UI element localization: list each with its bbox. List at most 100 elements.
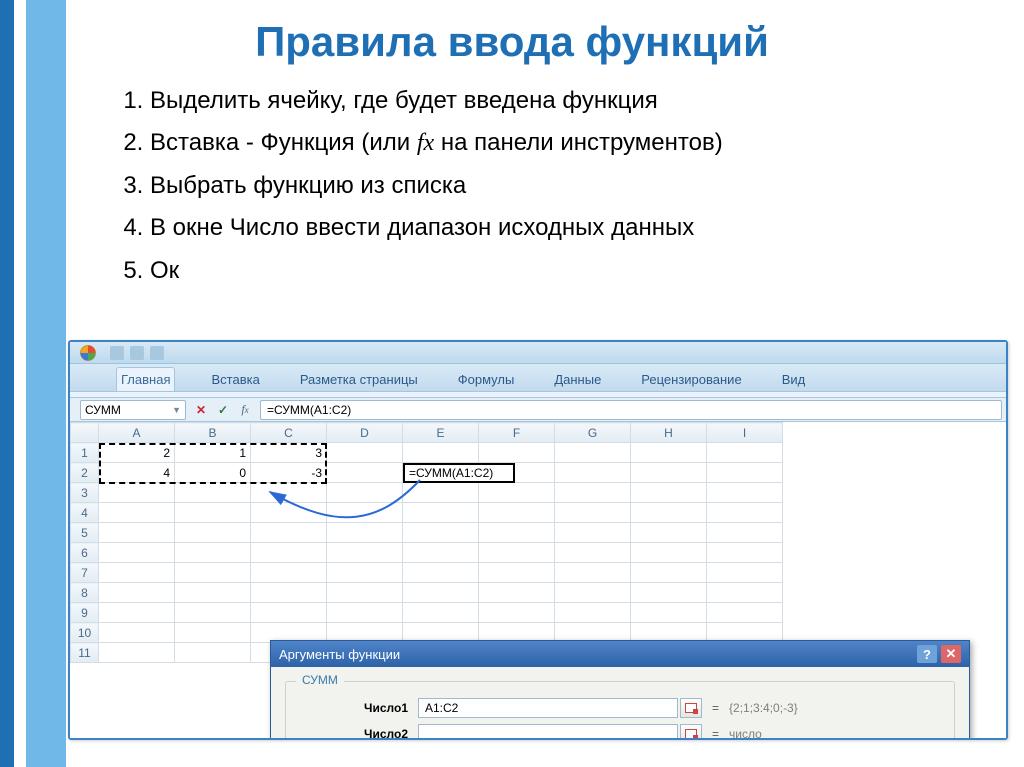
column-header[interactable]: G xyxy=(555,423,631,443)
cell[interactable] xyxy=(555,543,631,563)
cell[interactable] xyxy=(403,583,479,603)
cell[interactable] xyxy=(403,463,479,483)
cell[interactable] xyxy=(555,563,631,583)
ribbon-tab[interactable]: Рецензирование xyxy=(637,368,745,391)
cell[interactable] xyxy=(403,523,479,543)
row-header[interactable]: 4 xyxy=(71,503,99,523)
cell[interactable] xyxy=(707,443,783,463)
cell[interactable] xyxy=(99,563,175,583)
cell[interactable] xyxy=(403,603,479,623)
cell[interactable] xyxy=(175,603,251,623)
name-box[interactable]: СУММ ▼ xyxy=(80,400,186,420)
cell[interactable] xyxy=(707,483,783,503)
cell[interactable]: 2 xyxy=(99,443,175,463)
cell[interactable] xyxy=(99,503,175,523)
argument-input[interactable]: A1:C2 xyxy=(418,698,678,718)
cell[interactable] xyxy=(99,543,175,563)
cell[interactable] xyxy=(251,543,327,563)
cell[interactable] xyxy=(631,463,707,483)
cell[interactable] xyxy=(555,583,631,603)
formula-enter-button[interactable]: ✓ xyxy=(214,401,232,419)
cell[interactable] xyxy=(479,503,555,523)
cell[interactable] xyxy=(555,483,631,503)
row-header[interactable]: 5 xyxy=(71,523,99,543)
qat-undo-icon[interactable] xyxy=(130,346,144,360)
cell[interactable] xyxy=(707,503,783,523)
cell[interactable] xyxy=(251,523,327,543)
column-header[interactable]: D xyxy=(327,423,403,443)
dialog-help-button[interactable]: ? xyxy=(917,645,937,663)
cell[interactable] xyxy=(631,443,707,463)
cell[interactable] xyxy=(631,523,707,543)
cell[interactable] xyxy=(175,503,251,523)
column-header[interactable]: I xyxy=(707,423,783,443)
row-header[interactable]: 9 xyxy=(71,603,99,623)
cell[interactable] xyxy=(555,603,631,623)
cell[interactable] xyxy=(631,483,707,503)
cell[interactable] xyxy=(555,503,631,523)
cell[interactable] xyxy=(479,523,555,543)
dialog-titlebar[interactable]: Аргументы функции ? ✕ xyxy=(271,641,969,667)
cell[interactable]: 0 xyxy=(175,463,251,483)
dialog-close-button[interactable]: ✕ xyxy=(941,645,961,663)
argument-input[interactable] xyxy=(418,724,678,738)
cell[interactable] xyxy=(99,623,175,643)
qat-redo-icon[interactable] xyxy=(150,346,164,360)
cell[interactable] xyxy=(555,443,631,463)
row-header[interactable]: 10 xyxy=(71,623,99,643)
cell[interactable] xyxy=(327,503,403,523)
ribbon-tab[interactable]: Главная xyxy=(116,367,175,391)
cell[interactable] xyxy=(555,463,631,483)
cell[interactable] xyxy=(175,483,251,503)
cell[interactable] xyxy=(251,563,327,583)
cell[interactable] xyxy=(327,463,403,483)
ribbon-tab[interactable]: Вставка xyxy=(207,368,263,391)
row-header[interactable]: 7 xyxy=(71,563,99,583)
column-header[interactable]: B xyxy=(175,423,251,443)
cell[interactable] xyxy=(175,563,251,583)
cell[interactable] xyxy=(251,583,327,603)
cell[interactable] xyxy=(631,583,707,603)
ribbon-tab[interactable]: Вид xyxy=(778,368,810,391)
cell[interactable] xyxy=(555,523,631,543)
cell[interactable] xyxy=(707,603,783,623)
cell[interactable] xyxy=(251,603,327,623)
cell[interactable] xyxy=(251,503,327,523)
range-selector-button[interactable] xyxy=(680,724,702,738)
cell[interactable]: 4 xyxy=(99,463,175,483)
cell[interactable] xyxy=(327,563,403,583)
column-header[interactable]: E xyxy=(403,423,479,443)
cell[interactable] xyxy=(631,543,707,563)
qat-save-icon[interactable] xyxy=(110,346,124,360)
column-header[interactable]: H xyxy=(631,423,707,443)
row-header[interactable]: 8 xyxy=(71,583,99,603)
cell[interactable] xyxy=(327,583,403,603)
range-selector-button[interactable] xyxy=(680,698,702,718)
cell[interactable] xyxy=(631,503,707,523)
cell[interactable] xyxy=(479,583,555,603)
column-header[interactable]: A xyxy=(99,423,175,443)
cell[interactable] xyxy=(175,643,251,663)
cell[interactable] xyxy=(479,603,555,623)
cell[interactable]: -3 xyxy=(251,463,327,483)
row-header[interactable]: 11 xyxy=(71,643,99,663)
cell[interactable] xyxy=(403,443,479,463)
cell[interactable] xyxy=(707,543,783,563)
cell[interactable] xyxy=(631,603,707,623)
cell[interactable] xyxy=(479,563,555,583)
insert-function-button[interactable]: fx xyxy=(236,401,254,419)
ribbon-tab[interactable]: Формулы xyxy=(454,368,519,391)
cell[interactable] xyxy=(99,583,175,603)
cell[interactable] xyxy=(175,623,251,643)
row-header[interactable]: 1 xyxy=(71,443,99,463)
ribbon-tab[interactable]: Разметка страницы xyxy=(296,368,422,391)
cell[interactable] xyxy=(175,523,251,543)
cell[interactable] xyxy=(99,523,175,543)
cell[interactable] xyxy=(327,483,403,503)
cell[interactable] xyxy=(707,583,783,603)
cell[interactable] xyxy=(99,603,175,623)
cell[interactable] xyxy=(479,443,555,463)
office-button[interactable] xyxy=(70,342,106,364)
cell[interactable] xyxy=(327,523,403,543)
row-header[interactable]: 2 xyxy=(71,463,99,483)
